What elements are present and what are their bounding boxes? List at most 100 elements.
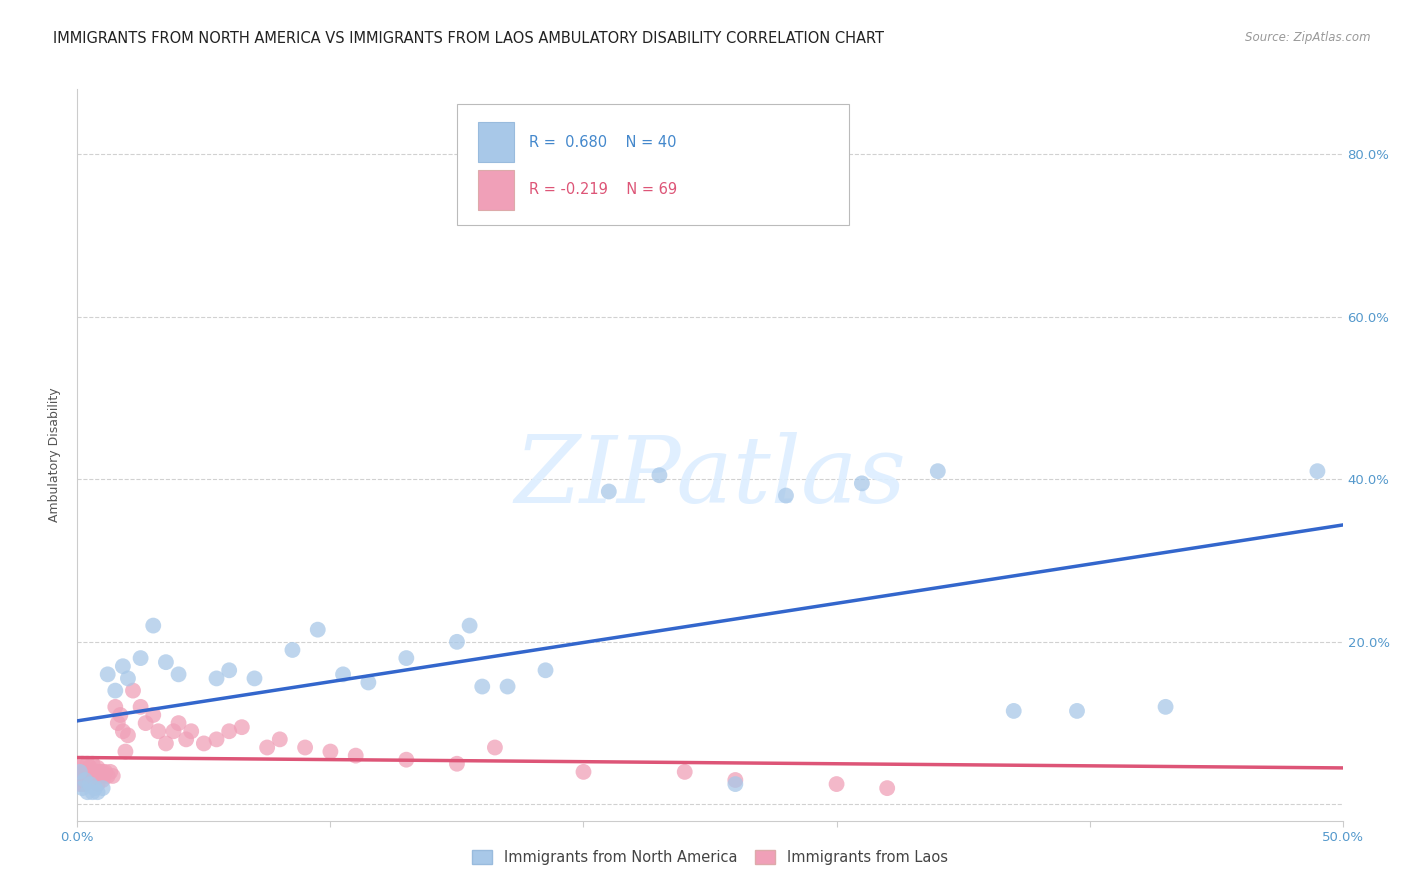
FancyBboxPatch shape xyxy=(478,169,515,210)
Point xyxy=(84,772,107,787)
Point xyxy=(82,785,104,799)
Point xyxy=(256,740,278,755)
Point xyxy=(69,769,91,783)
Point xyxy=(142,618,165,632)
Point xyxy=(79,769,101,783)
Point xyxy=(307,623,329,637)
Point xyxy=(1306,464,1329,478)
Point xyxy=(174,732,197,747)
Point xyxy=(101,769,124,783)
Point xyxy=(72,781,94,796)
Point xyxy=(89,769,111,783)
FancyBboxPatch shape xyxy=(478,122,515,162)
Point xyxy=(82,769,104,783)
Point xyxy=(91,772,114,787)
Point xyxy=(572,764,595,779)
Point xyxy=(142,708,165,723)
Point xyxy=(97,769,120,783)
Point xyxy=(91,781,114,796)
Point xyxy=(1154,699,1177,714)
Point xyxy=(162,724,184,739)
Point xyxy=(114,745,136,759)
Point xyxy=(104,683,127,698)
Point xyxy=(724,772,747,787)
Point xyxy=(205,672,228,686)
Point xyxy=(851,476,873,491)
Point xyxy=(86,777,108,791)
Point xyxy=(76,764,98,779)
Point xyxy=(79,761,101,775)
Point xyxy=(876,781,898,796)
FancyBboxPatch shape xyxy=(457,103,849,225)
Point xyxy=(673,764,696,779)
Point xyxy=(79,772,101,787)
Point xyxy=(395,753,418,767)
Point xyxy=(84,764,107,779)
Point xyxy=(129,651,152,665)
Point xyxy=(446,756,468,771)
Point xyxy=(458,618,481,632)
Point xyxy=(69,777,91,791)
Point xyxy=(122,683,145,698)
Text: Source: ZipAtlas.com: Source: ZipAtlas.com xyxy=(1246,31,1371,45)
Point xyxy=(73,777,96,791)
Point xyxy=(243,672,266,686)
Point xyxy=(927,464,949,478)
Point xyxy=(84,781,107,796)
Point xyxy=(825,777,848,791)
Point xyxy=(155,655,177,669)
Point xyxy=(73,772,96,787)
Point xyxy=(319,745,342,759)
Point xyxy=(598,484,620,499)
Point xyxy=(294,740,316,755)
Point xyxy=(344,748,367,763)
Point xyxy=(111,724,134,739)
Point xyxy=(86,764,108,779)
Point xyxy=(1002,704,1025,718)
Text: R =  0.680    N = 40: R = 0.680 N = 40 xyxy=(529,135,676,150)
Point xyxy=(446,635,468,649)
Point xyxy=(281,643,304,657)
Point xyxy=(269,732,291,747)
Point xyxy=(72,777,94,791)
Point xyxy=(89,764,111,779)
Point xyxy=(91,769,114,783)
Point xyxy=(111,659,134,673)
Point xyxy=(79,764,101,779)
Point xyxy=(357,675,380,690)
Point xyxy=(76,772,98,787)
Point xyxy=(496,680,519,694)
Point xyxy=(129,699,152,714)
Text: R = -0.219    N = 69: R = -0.219 N = 69 xyxy=(529,182,678,197)
Point xyxy=(72,772,94,787)
Point xyxy=(69,764,91,779)
Point xyxy=(724,777,747,791)
Point xyxy=(86,761,108,775)
Point xyxy=(218,663,240,677)
Point xyxy=(107,716,129,731)
Point xyxy=(104,699,127,714)
Point xyxy=(205,732,228,747)
Point xyxy=(84,769,107,783)
Point xyxy=(73,764,96,779)
Point xyxy=(775,489,797,503)
Text: IMMIGRANTS FROM NORTH AMERICA VS IMMIGRANTS FROM LAOS AMBULATORY DISABILITY CORR: IMMIGRANTS FROM NORTH AMERICA VS IMMIGRA… xyxy=(53,31,884,46)
Point xyxy=(117,728,139,742)
Point xyxy=(110,708,132,723)
Point xyxy=(69,761,91,775)
Point xyxy=(148,724,170,739)
Point xyxy=(155,736,177,750)
Point xyxy=(534,663,557,677)
Point xyxy=(395,651,418,665)
Legend: Immigrants from North America, Immigrants from Laos: Immigrants from North America, Immigrant… xyxy=(472,849,948,864)
Point xyxy=(218,724,240,739)
Point xyxy=(117,672,139,686)
Y-axis label: Ambulatory Disability: Ambulatory Disability xyxy=(48,388,62,522)
Point xyxy=(471,680,494,694)
Point xyxy=(94,764,117,779)
Point xyxy=(82,756,104,771)
Point xyxy=(167,667,190,681)
Point xyxy=(135,716,157,731)
Point xyxy=(82,764,104,779)
Point xyxy=(1066,704,1088,718)
